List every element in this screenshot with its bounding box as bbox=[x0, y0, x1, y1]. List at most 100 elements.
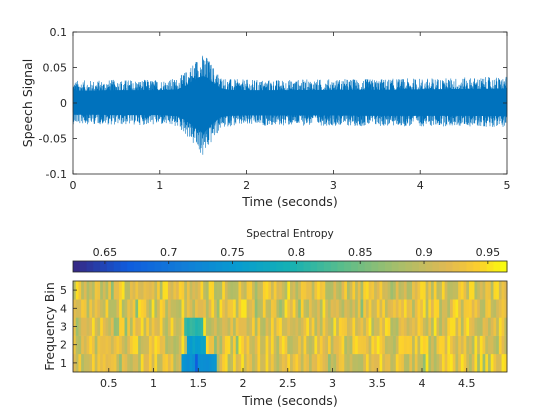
heatmap-cell bbox=[148, 281, 153, 300]
heatmap-cell bbox=[159, 353, 163, 373]
heatmap-cell bbox=[230, 299, 234, 318]
heatmap-cell bbox=[89, 317, 93, 336]
heatmap-cell bbox=[113, 281, 117, 300]
heatmap-cell bbox=[127, 353, 131, 373]
heatmap-cell bbox=[463, 281, 467, 300]
heatmap-cell bbox=[197, 317, 201, 336]
colorbar-segment bbox=[452, 261, 461, 272]
heatmap-cell bbox=[471, 299, 475, 318]
heatmap-cell bbox=[159, 317, 163, 336]
heatmap-cell bbox=[233, 281, 237, 300]
x-tick-label: 2.5 bbox=[279, 377, 297, 390]
heatmap-cell bbox=[433, 335, 437, 355]
heatmap-cell bbox=[211, 299, 215, 318]
heatmap-cell bbox=[374, 335, 378, 355]
heatmap-cell bbox=[365, 353, 370, 373]
heatmap-cell bbox=[474, 299, 478, 318]
heatmap-cell bbox=[110, 353, 115, 373]
y-tick-label: -0.05 bbox=[39, 133, 67, 146]
heatmap-cell bbox=[393, 299, 397, 318]
heatmap-cell bbox=[346, 335, 351, 355]
heatmap-cell bbox=[197, 335, 201, 355]
heatmap-cell bbox=[466, 353, 470, 373]
heatmap-cell bbox=[287, 299, 291, 318]
heatmap-cell bbox=[151, 353, 155, 373]
heatmap-cell bbox=[159, 335, 163, 355]
heatmap-cell bbox=[412, 299, 416, 318]
heatmap-cell bbox=[279, 299, 283, 318]
heatmap-cell bbox=[493, 299, 497, 318]
heatmap-cell bbox=[330, 281, 334, 300]
heatmap-cell bbox=[463, 299, 467, 318]
heatmap-cell bbox=[352, 335, 356, 355]
heatmap-cell bbox=[108, 335, 112, 355]
heatmap-cell bbox=[428, 317, 432, 336]
heatmap-cell bbox=[306, 299, 310, 318]
heatmap-cell bbox=[322, 317, 326, 336]
heatmap-cell bbox=[295, 299, 299, 318]
heatmap-cell bbox=[450, 317, 454, 336]
heatmap-cell bbox=[105, 299, 109, 318]
heatmap-cell bbox=[382, 353, 386, 373]
heatmap-cell bbox=[406, 335, 410, 355]
heatmap-cell bbox=[490, 317, 494, 336]
heatmap-cell bbox=[330, 299, 334, 318]
heatmap-cell bbox=[360, 335, 364, 355]
heatmap-cell bbox=[376, 317, 380, 336]
heatmap-cell bbox=[100, 299, 104, 318]
heatmap-cell bbox=[341, 335, 345, 355]
heatmap-cell bbox=[219, 353, 223, 373]
heatmap-cell bbox=[262, 317, 266, 336]
heatmap-cell bbox=[355, 317, 359, 336]
heatmap-cell bbox=[205, 281, 210, 300]
heatmap-cell bbox=[325, 299, 329, 318]
heatmap-cell bbox=[148, 353, 153, 373]
heatmap-cell bbox=[433, 281, 437, 300]
x-tick-label: 4 bbox=[418, 377, 425, 390]
heatmap-cell bbox=[504, 353, 508, 373]
colorbar-segment bbox=[147, 261, 155, 272]
heatmap-cell bbox=[333, 281, 337, 300]
heatmap-cell bbox=[132, 299, 136, 318]
heatmap-cell bbox=[200, 281, 204, 300]
heatmap-cell bbox=[501, 281, 505, 300]
heatmap-cell bbox=[124, 281, 128, 300]
heatmap-cell bbox=[344, 299, 348, 318]
heatmap-cell bbox=[501, 335, 505, 355]
heatmap-cell bbox=[409, 281, 413, 300]
heatmap-cell bbox=[306, 281, 310, 300]
heatmap-cell bbox=[471, 335, 475, 355]
heatmap-cell bbox=[412, 335, 416, 355]
heatmap-cell bbox=[214, 299, 218, 318]
heatmap-cell bbox=[387, 335, 391, 355]
heatmap-cell bbox=[148, 335, 153, 355]
heatmap-cell bbox=[406, 299, 410, 318]
heatmap-cell bbox=[308, 353, 313, 373]
heatmap-cell bbox=[414, 299, 418, 318]
heatmap-cell bbox=[162, 281, 166, 300]
heatmap-cell bbox=[208, 353, 212, 373]
heatmap-cell bbox=[211, 335, 215, 355]
heatmap-cell bbox=[290, 353, 294, 373]
heatmap-cell bbox=[485, 353, 489, 373]
heatmap-cell bbox=[281, 299, 285, 318]
heatmap-cell bbox=[170, 335, 174, 355]
heatmap-cell bbox=[393, 281, 397, 300]
heatmap-cell bbox=[436, 335, 440, 355]
heatmap-cell bbox=[311, 353, 315, 373]
heatmap-cell bbox=[496, 317, 500, 336]
heatmap-cell bbox=[216, 281, 220, 300]
heatmap-cell bbox=[265, 299, 269, 318]
heatmap-cell bbox=[167, 317, 172, 336]
heatmap-cell bbox=[314, 353, 318, 373]
heatmap-cell bbox=[436, 353, 440, 373]
heatmap-cell bbox=[116, 299, 120, 318]
heatmap-cell bbox=[273, 317, 277, 336]
heatmap-cell bbox=[262, 335, 266, 355]
waveform-line bbox=[72, 55, 508, 155]
heatmap-cell bbox=[290, 299, 294, 318]
heatmap-cell bbox=[374, 353, 378, 373]
heatmap-cell bbox=[501, 299, 505, 318]
heatmap-cell bbox=[268, 317, 272, 336]
heatmap-cell bbox=[403, 281, 408, 300]
